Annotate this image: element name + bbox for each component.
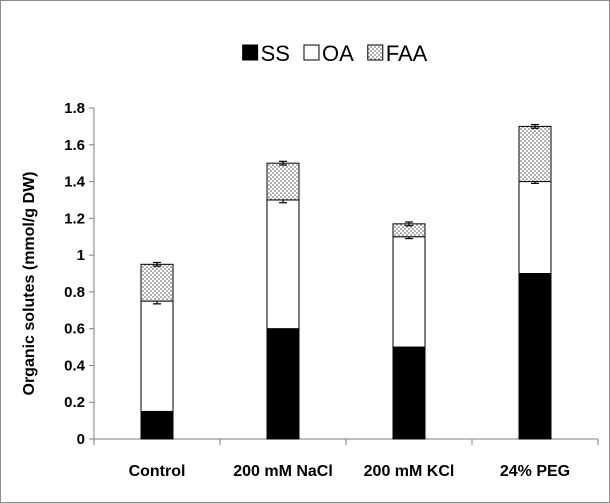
bar-oa-control <box>140 300 174 412</box>
y-tick-label: 1.2 <box>64 210 85 227</box>
bar-faa-200-mm-nacl <box>266 162 300 201</box>
bar-ss-200-mm-nacl <box>266 328 300 440</box>
bar-oa-200-mm-nacl <box>266 199 300 330</box>
labels: Organic solutes (mmol/g DW) Control 200 mM… <box>21 171 570 480</box>
bar-oa-24-peg <box>518 181 552 274</box>
legend-swatch <box>367 44 384 61</box>
error-bar-faa-control <box>153 261 161 267</box>
legend-item-oa: OA <box>303 41 354 66</box>
bars <box>140 123 552 440</box>
legend-label: FAA <box>386 41 428 66</box>
legend-label: OA <box>322 41 354 66</box>
y-tick-label: 0.4 <box>64 357 86 374</box>
x-tick-label: 200 mM KCl <box>364 463 455 480</box>
bar-faa-24-peg <box>518 125 552 183</box>
y-tick-label: 0.2 <box>64 394 85 411</box>
x-tick-label: 200 mM NaCl <box>233 463 333 480</box>
error-bar-faa-200-mm-nacl <box>279 160 287 166</box>
legend-swatch <box>242 44 259 61</box>
legend-label: SS <box>261 41 290 66</box>
y-axis-label: Organic solutes (mmol/g DW) <box>21 171 38 395</box>
error-bar-faa-24-peg <box>531 123 539 129</box>
y-tick-label: 0.6 <box>64 321 85 338</box>
y-tick-label: 1.8 <box>64 100 85 117</box>
legend-item-faa: FAA <box>367 41 428 66</box>
y-tick-label: 1.6 <box>64 137 85 154</box>
bar-ss-control <box>140 410 174 440</box>
error-bar-faa-200-mm-kcl <box>405 221 413 227</box>
axes: 0 0.2 0.4 0.6 0.8 1 1.2 1.4 1.6 1.8 <box>64 100 599 448</box>
y-tick-label: 1.4 <box>64 174 86 191</box>
legend-swatch <box>303 44 320 61</box>
y-tick-label: 1 <box>77 247 85 264</box>
bar-ss-24-peg <box>518 273 552 440</box>
x-tick-label: 24% PEG <box>500 463 570 480</box>
x-tick-label: Control <box>129 463 186 480</box>
y-tick-label: 0.8 <box>64 284 85 301</box>
bar-ss-200-mm-kcl <box>392 346 426 440</box>
legend-item-ss: SS <box>242 41 290 66</box>
legend: SS OA FAA <box>242 41 428 66</box>
bar-faa-control <box>140 263 174 302</box>
y-tick-label: 0 <box>77 431 85 448</box>
bar-oa-200-mm-kcl <box>392 236 426 348</box>
